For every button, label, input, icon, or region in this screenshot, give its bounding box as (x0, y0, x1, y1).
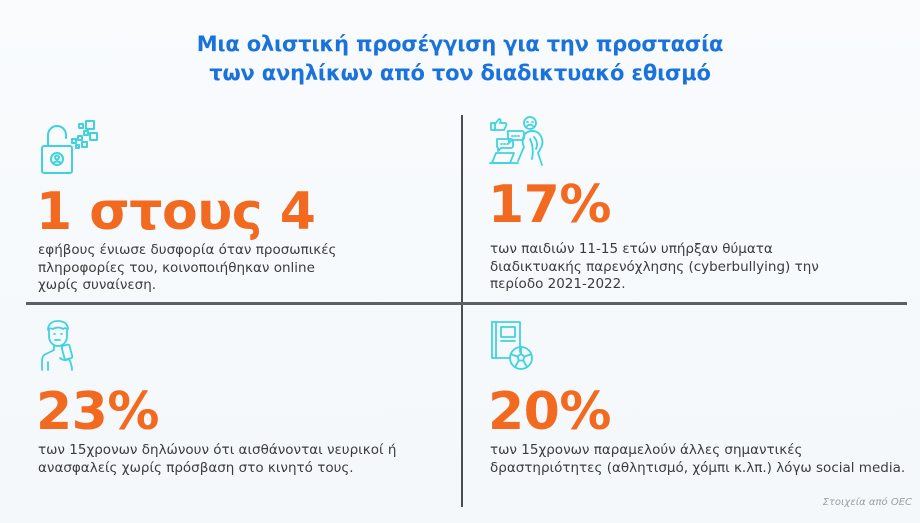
vertical-divider (461, 115, 463, 507)
source-note: Στοιχεία από OEC (822, 497, 912, 508)
stat-description: των 15χρονων δηλώνουν ότι αισθάνονται νε… (38, 442, 397, 476)
stat-card-phone-anxiety: 23% των 15χρονων δηλώνουν ότι αισθάνοντα… (36, 318, 456, 488)
stat-description: εφήβους ένιωσε δυσφορία όταν προσωπικές … (38, 242, 337, 293)
stat-value: 23% (36, 382, 159, 442)
teen-with-phone-icon (38, 318, 84, 372)
stat-description: των 15χρονων παραμελούν άλλες σημαντικές… (490, 442, 906, 476)
slide-title: Μια ολιστική προσέγγιση για την προστασί… (0, 30, 920, 88)
stat-value: 20% (488, 382, 611, 442)
stat-value: 1 στους 4 (36, 182, 316, 242)
cyberbullying-person-icon (488, 115, 552, 167)
book-and-ball-icon (488, 318, 540, 372)
stat-card-privacy: 1 στους 4 εφήβους ένιωσε δυσφορία όταν π… (36, 118, 446, 298)
stat-value: 17% (488, 175, 611, 235)
title-line-2: των ανηλίκων από τον διαδικτυακό εθισμό (209, 61, 711, 85)
unlocked-padlock-data-icon (38, 118, 108, 176)
stat-description: των παιδιών 11-15 ετών υπήρξαν θύματα δι… (490, 241, 819, 292)
stat-card-cyberbullying: 17% των παιδιών 11-15 ετών υπήρξαν θύματ… (488, 115, 908, 295)
stat-card-social-media: 20% των 15χρονων παραμελούν άλλες σημαντ… (488, 318, 918, 488)
title-line-1: Μια ολιστική προσέγγιση για την προστασί… (196, 32, 724, 56)
horizontal-divider (26, 302, 907, 305)
